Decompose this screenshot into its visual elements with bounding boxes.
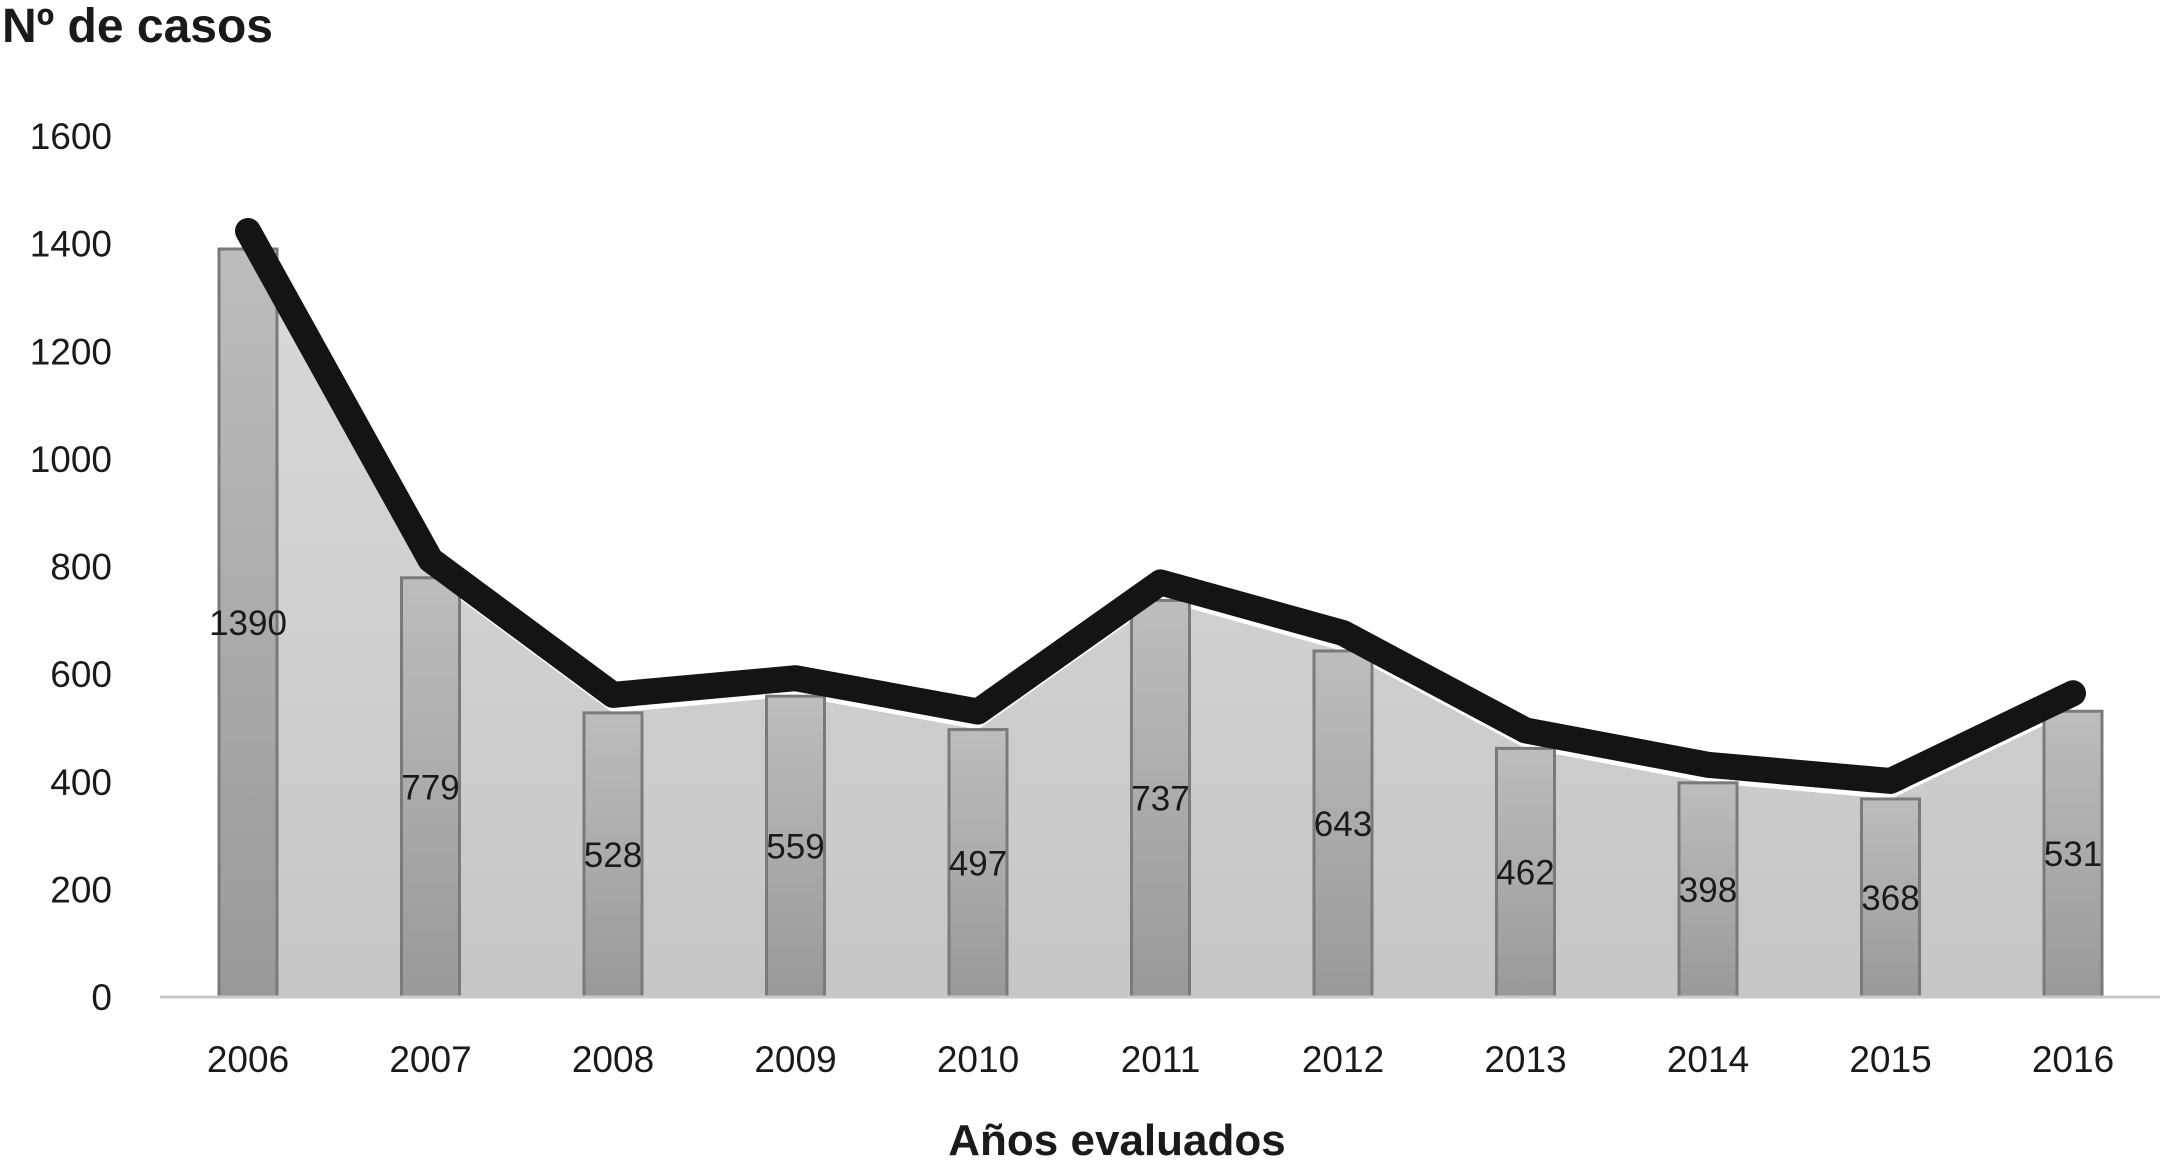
data-labels: 1390 779 528 559 497 737 643 462 398 368 531 xyxy=(209,604,2102,918)
data-label-2007: 779 xyxy=(401,768,459,807)
data-label-2015: 368 xyxy=(1861,879,1919,918)
series-line xyxy=(235,218,2086,794)
y-tick-labels: 0 200 400 600 800 1000 1200 1400 1600 xyxy=(30,116,112,1018)
data-label-2009: 559 xyxy=(766,828,824,867)
y-axis-title: Nº de casos xyxy=(2,0,273,53)
data-label-2012: 643 xyxy=(1314,805,1372,844)
data-label-2006: 1390 xyxy=(209,604,287,643)
x-axis-title: Años evaluados xyxy=(948,1116,1285,1165)
x-tick-2008: 2008 xyxy=(572,1039,654,1080)
y-tick-1400: 1400 xyxy=(30,224,112,265)
bar-2016 xyxy=(2042,709,2104,999)
x-tick-labels: 2006 2007 2008 2009 2010 2011 2012 2013 2014 2015… xyxy=(207,1039,2114,1080)
bar-2011 xyxy=(1130,598,1191,999)
x-tick-2010: 2010 xyxy=(937,1039,1019,1080)
x-tick-2007: 2007 xyxy=(389,1039,471,1080)
bar-2010 xyxy=(947,728,1009,999)
x-tick-2016: 2016 xyxy=(2032,1039,2114,1080)
data-label-2010: 497 xyxy=(949,844,1007,883)
y-tick-1000: 1000 xyxy=(30,439,112,480)
data-label-2014: 398 xyxy=(1679,871,1737,910)
x-tick-2006: 2006 xyxy=(207,1039,289,1080)
x-tick-2015: 2015 xyxy=(1849,1039,1931,1080)
bar-2015 xyxy=(1860,797,1921,999)
x-tick-2013: 2013 xyxy=(1484,1039,1566,1080)
x-tick-2014: 2014 xyxy=(1667,1039,1749,1080)
bar-2013 xyxy=(1495,746,1556,999)
data-label-2016: 531 xyxy=(2044,835,2102,874)
x-tick-2012: 2012 xyxy=(1302,1039,1384,1080)
y-tick-200: 200 xyxy=(50,869,112,910)
x-tick-2011: 2011 xyxy=(1121,1039,1201,1080)
y-tick-800: 800 xyxy=(50,547,112,588)
y-tick-600: 600 xyxy=(50,654,112,695)
y-tick-400: 400 xyxy=(50,762,112,803)
data-label-2013: 462 xyxy=(1496,854,1554,893)
y-tick-1200: 1200 xyxy=(30,331,112,372)
data-label-2011: 737 xyxy=(1131,780,1189,819)
y-tick-0: 0 xyxy=(91,977,112,1018)
x-tick-2009: 2009 xyxy=(754,1039,836,1080)
bar-2012 xyxy=(1312,649,1374,999)
bar-2007 xyxy=(400,576,461,999)
y-tick-1600: 1600 xyxy=(30,116,112,157)
data-label-2008: 528 xyxy=(584,836,642,875)
bar-2014 xyxy=(1677,781,1739,999)
